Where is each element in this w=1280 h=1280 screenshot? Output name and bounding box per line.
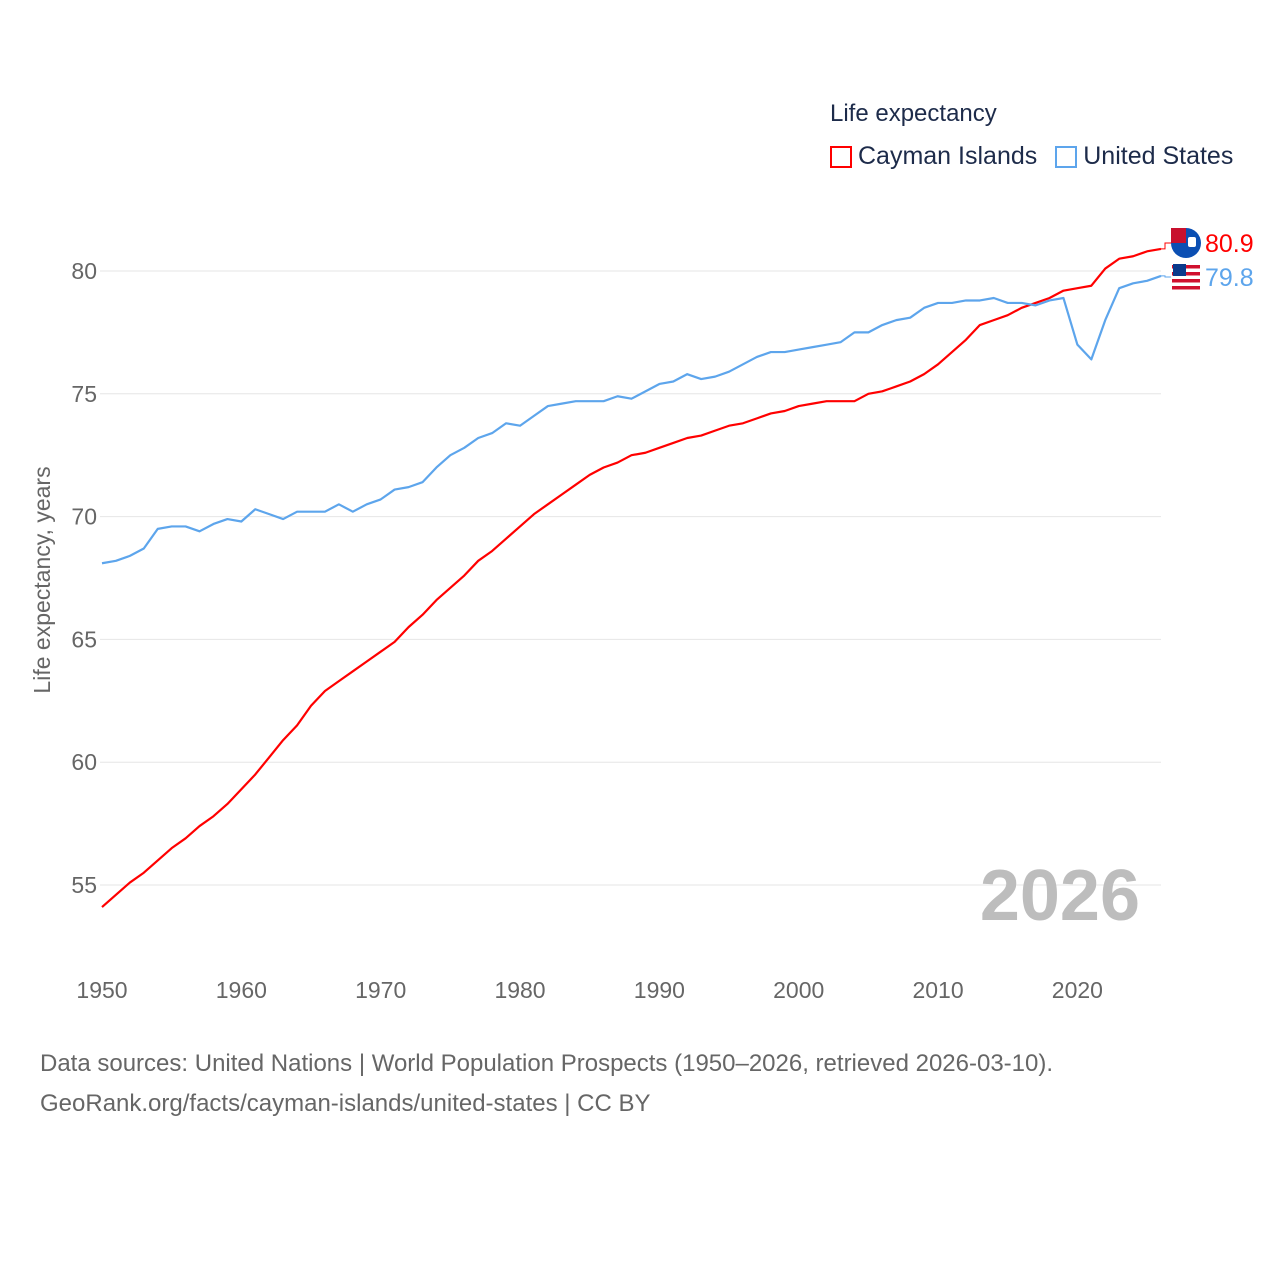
legend-item-united-states[interactable]: United States [1055, 142, 1233, 171]
y-tick-label: 60 [71, 749, 97, 775]
series-line-united-states [101, 274, 1162, 565]
end-connector [1161, 242, 1173, 250]
source-link[interactable]: GeoRank.org/facts/cayman-islands/united-… [40, 1090, 651, 1117]
y-tick-label: 80 [71, 258, 97, 284]
legend-item-cayman-islands[interactable]: Cayman Islands [830, 142, 1037, 171]
legend-swatch [1055, 145, 1078, 168]
flag-stripe [1172, 279, 1200, 283]
x-tick-label: 1970 [355, 977, 406, 1003]
y-tick-label: 75 [71, 381, 97, 407]
x-tick-label: 1950 [76, 977, 127, 1003]
legend-label: Cayman Islands [858, 142, 1038, 170]
y-tick-label: 65 [71, 626, 97, 652]
footer: Data sources: United Nations | World Pop… [40, 1044, 1053, 1124]
flag-canton [1171, 228, 1186, 243]
legend-label: United States [1083, 142, 1234, 170]
x-tick-label: 1960 [216, 977, 267, 1003]
y-axis-label: Life expectancy, years [29, 466, 55, 693]
x-tick-label: 2000 [773, 977, 824, 1003]
x-tick-label: 2010 [912, 977, 963, 1003]
y-tick-label: 55 [71, 872, 97, 898]
y-tick-label: 70 [71, 504, 97, 530]
end-value-label: 79.8 [1205, 264, 1254, 292]
x-tick-label: 2020 [1052, 977, 1103, 1003]
year-watermark: 2026 [980, 856, 1140, 936]
flag-stripe [1172, 286, 1200, 290]
legend-swatch [830, 145, 852, 168]
legend-title: Life expectancy [830, 100, 997, 127]
flag-shield [1188, 237, 1196, 247]
end-value-label: 80.9 [1205, 230, 1254, 258]
x-tick-label: 1990 [634, 977, 685, 1003]
legend: Cayman Islands United States [830, 142, 1233, 171]
data-sources: Data sources: United Nations | World Pop… [40, 1050, 1054, 1077]
flag-canton [1173, 264, 1186, 276]
series-line-cayman-islands [101, 247, 1162, 908]
end-connector [1161, 275, 1173, 278]
x-tick-label: 1980 [494, 977, 545, 1003]
